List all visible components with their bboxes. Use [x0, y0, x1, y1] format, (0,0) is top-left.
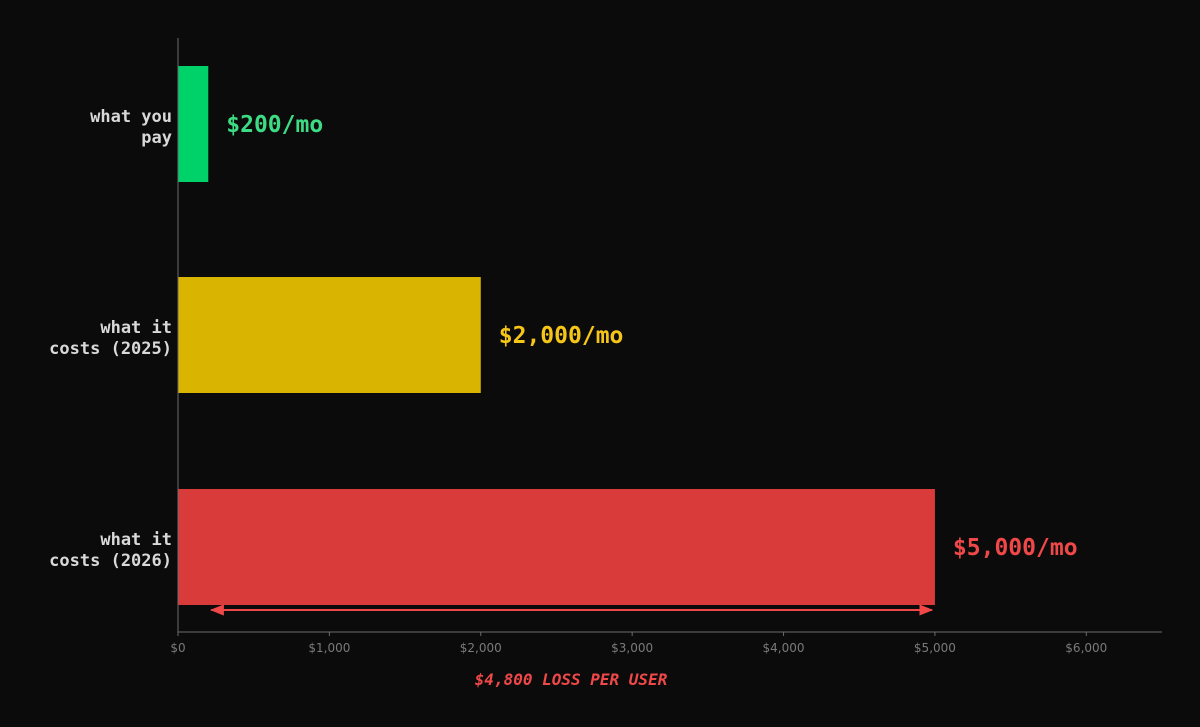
value-label-1: $200/mo: [226, 112, 323, 138]
annotation-layer: $4,800 LOSS PER USER: [209, 604, 934, 689]
bar-3: [178, 489, 935, 605]
x-tick-label-3: $2,000: [460, 641, 502, 655]
value-label-2: $2,000/mo: [499, 323, 624, 349]
category-label-2: what it costs (2025): [49, 318, 172, 359]
axes-layer: $0 $1,000 $2,000 $3,000 $4,000 $5,000 $6,000: [170, 38, 1162, 655]
category-label-line: costs (2025): [49, 339, 172, 359]
bar-2: [178, 277, 481, 393]
category-label-line: what it: [100, 318, 172, 338]
bars-layer: [178, 66, 935, 605]
category-label-1: what you pay: [90, 107, 172, 148]
category-label-line: costs (2026): [49, 551, 172, 571]
x-tick-label-4: $3,000: [611, 641, 653, 655]
x-tick-label-7: $6,000: [1065, 641, 1107, 655]
category-label-line: what you: [90, 107, 172, 127]
category-label-3: what it costs (2026): [49, 530, 172, 571]
x-tick-label-1: $0: [170, 641, 185, 655]
category-label-line: what it: [100, 530, 172, 550]
x-tick-label-5: $4,000: [763, 641, 805, 655]
loss-annotation-label: $4,800 LOSS PER USER: [475, 670, 668, 689]
x-tick-label-6: $5,000: [914, 641, 956, 655]
bar-1: [178, 66, 209, 182]
category-label-line: pay: [141, 128, 172, 148]
x-tick-label-2: $1,000: [308, 641, 350, 655]
value-label-3: $5,000/mo: [953, 535, 1078, 561]
